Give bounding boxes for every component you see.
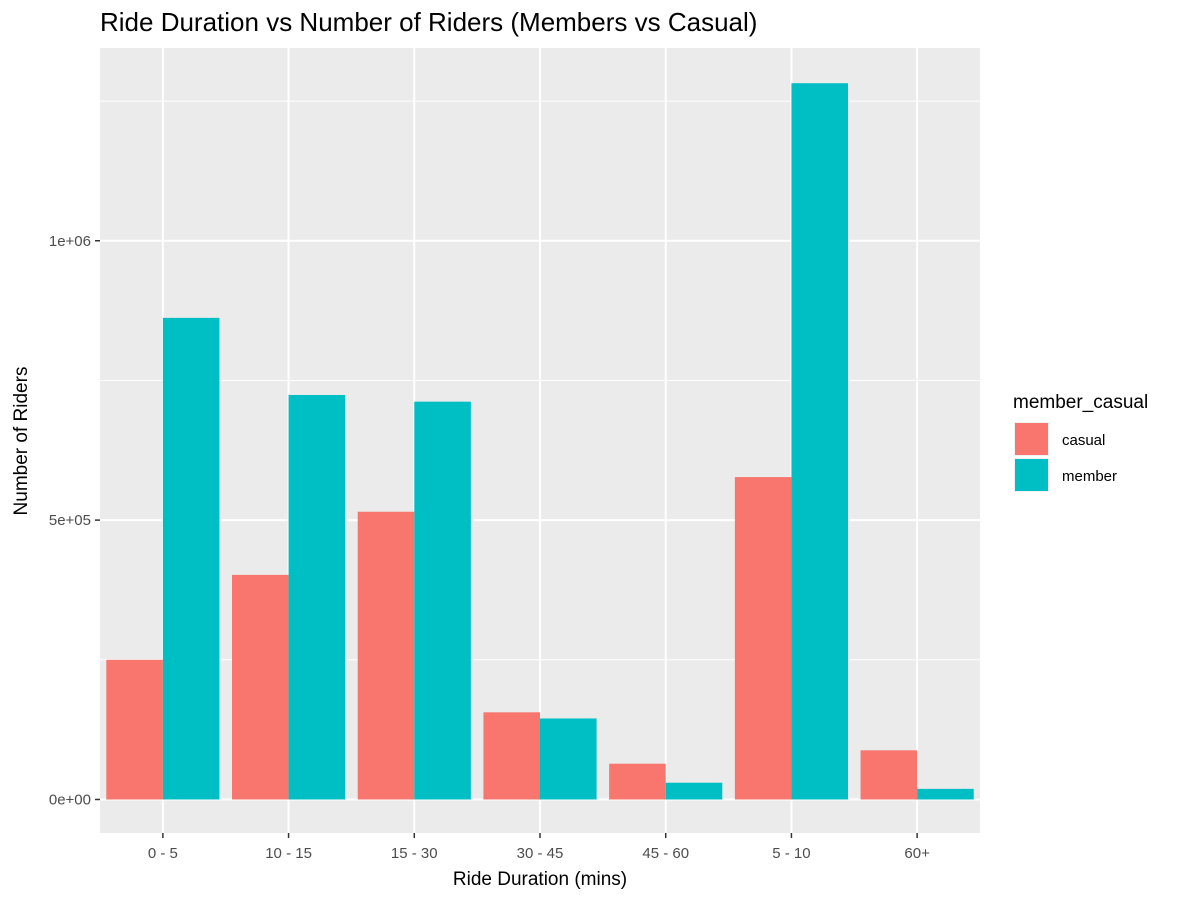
bar-casual-5	[734, 477, 792, 800]
bar-casual-0	[106, 659, 163, 800]
y-tick-label-1: 5e+05	[49, 512, 91, 529]
legend-label-member: member	[1062, 468, 1117, 485]
bar-casual-6	[860, 750, 918, 800]
x-tick-label-4: 45 - 60	[642, 845, 689, 862]
bar-casual-3	[483, 712, 540, 800]
x-tick-label-5: 5 - 10	[772, 845, 810, 862]
x-tick-label-3: 30 - 45	[517, 845, 564, 862]
bar-member-5	[791, 83, 848, 800]
bar-member-4	[665, 782, 723, 800]
bar-member-3	[540, 718, 597, 800]
x-tick-label-6: 60+	[904, 845, 930, 862]
bar-member-6	[917, 788, 974, 800]
bar-casual-4	[609, 763, 666, 800]
y-axis-title: Number of Riders	[11, 367, 32, 516]
bar-member-2	[414, 401, 471, 800]
legend: member_casual casual member	[1013, 392, 1148, 492]
bar-member-1	[288, 394, 346, 800]
legend-label-casual: casual	[1062, 432, 1105, 449]
chart-title: Ride Duration vs Number of Riders (Membe…	[100, 7, 757, 37]
y-tick-label-2: 1e+06	[49, 233, 91, 250]
legend-swatch-member	[1015, 459, 1048, 491]
y-tick-label-0: 0e+00	[49, 791, 91, 808]
x-axis: 0 - 5 10 - 15 15 - 30 30 - 45 45 - 60 5 - 10 6…	[148, 833, 930, 862]
bars	[106, 83, 974, 800]
bar-casual-2	[357, 511, 415, 800]
y-axis: 0e+00 5e+05 1e+06	[49, 233, 100, 808]
x-axis-title: Ride Duration (mins)	[453, 869, 627, 890]
legend-swatch-casual	[1015, 423, 1048, 455]
x-tick-label-1: 10 - 15	[265, 845, 312, 862]
x-tick-label-0: 0 - 5	[148, 845, 178, 862]
x-tick-label-2: 15 - 30	[391, 845, 438, 862]
bar-member-0	[162, 317, 220, 800]
legend-title: member_casual	[1013, 392, 1148, 413]
bar-casual-1	[232, 574, 289, 800]
